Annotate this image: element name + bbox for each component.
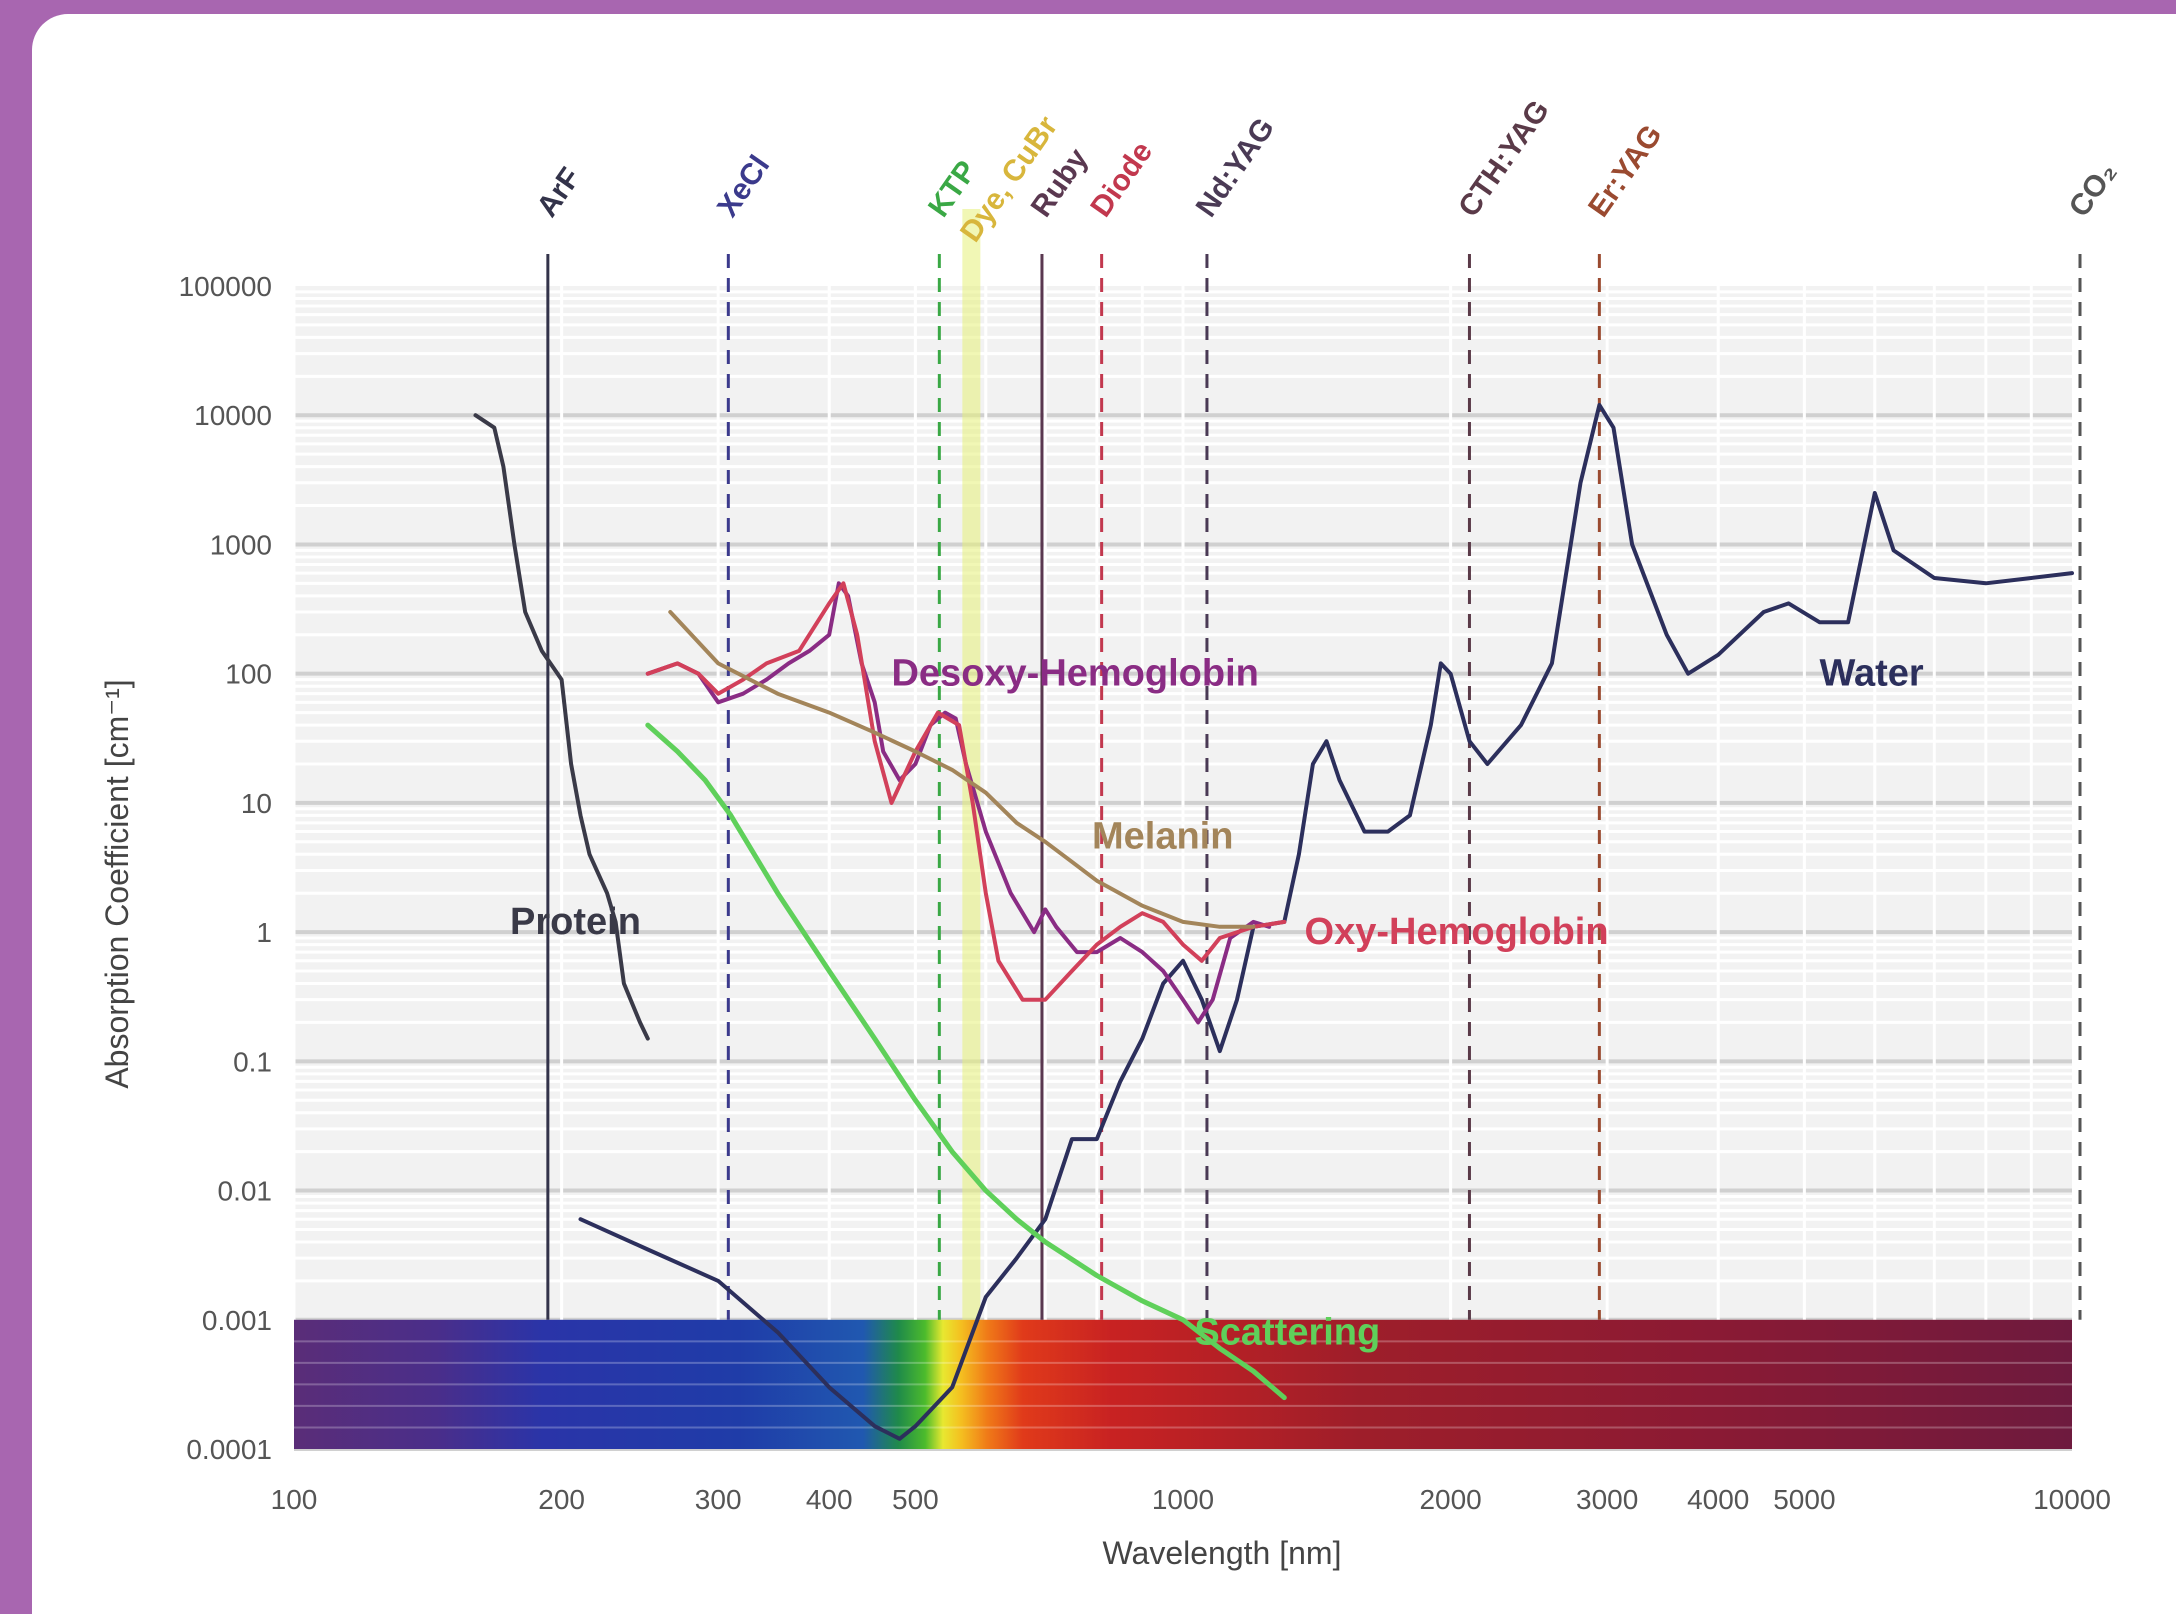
x-tick-label: 100 (271, 1484, 318, 1515)
y-tick-label: 1 (256, 917, 272, 948)
laser-label-arf: ArF (531, 162, 588, 223)
y-tick-label: 10000 (194, 400, 272, 431)
curve-protein (473, 413, 650, 1041)
curve-label-scattering: Scattering (1194, 1311, 1380, 1353)
x-tick-label: 200 (538, 1484, 585, 1515)
y-tick-label: 0.1 (233, 1046, 272, 1077)
absorption-curves (473, 403, 2074, 1441)
x-axis-title: Wavelength [nm] (1103, 1535, 1342, 1571)
laser-lines (546, 209, 2082, 1320)
laser-label-diode: Diode (1084, 136, 1159, 223)
curve-label-protein: Protein (510, 901, 641, 943)
y-axis-title: Absorption Coefficient [cm⁻¹] (99, 679, 135, 1088)
y-tick-label: 0.001 (202, 1305, 272, 1336)
curve-oxy-hemoglobin (645, 581, 1287, 1002)
laser-label-cth-yag: CTH:YAG (1452, 94, 1556, 223)
x-tick-label: 2000 (1419, 1484, 1481, 1515)
curve-label-water: Water (1820, 653, 1924, 695)
curve-label-desoxy-hemoglobin: Desoxy-Hemoglobin (891, 653, 1258, 695)
y-tick-label: 1000 (210, 529, 272, 560)
curve-label-oxy-hemoglobin: Oxy-Hemoglobin (1305, 911, 1609, 953)
x-tick-label: 400 (806, 1484, 853, 1515)
x-tick-label: 1000 (1152, 1484, 1214, 1515)
laser-label-er-yag: Er:YAG (1582, 119, 1669, 223)
y-tick-label: 100 (225, 659, 272, 690)
x-tick-label: 500 (892, 1484, 939, 1515)
absorption-chart: 100000 10000 1000 100 10 1 0.1 0.01 0.001 0.0001 1… (99, 94, 2123, 1571)
curve-scattering (645, 722, 1287, 1401)
laser-label-co: CO₂ (2063, 156, 2123, 223)
curve-melanin (668, 610, 1256, 929)
laser-label-nd-yag: Nd:YAG (1190, 112, 1281, 223)
y-tick-label: 10 (241, 788, 272, 819)
x-tick-label: 3000 (1576, 1484, 1638, 1515)
x-tick-label: 10000 (2033, 1484, 2111, 1515)
curve-water (578, 403, 2074, 1441)
laser-line-dye-cubr (962, 209, 981, 1320)
x-tick-label: 300 (695, 1484, 742, 1515)
y-tick-label: 100000 (179, 271, 272, 302)
chart-card: 100000 10000 1000 100 10 1 0.1 0.01 0.001 0.0001 1… (32, 14, 2176, 1614)
curve-label-melanin: Melanin (1092, 815, 1233, 857)
grid-lines (292, 286, 2072, 1451)
curve-desoxy-hemoglobin (645, 581, 1272, 1025)
spectrum-gradient (294, 1319, 2072, 1449)
y-tick-label: 0.01 (218, 1176, 273, 1207)
y-tick-label: 0.0001 (186, 1434, 272, 1465)
x-tick-label: 5000 (1773, 1484, 1835, 1515)
x-tick-label: 4000 (1687, 1484, 1749, 1515)
tick-labels: 100000 10000 1000 100 10 1 0.1 0.01 0.001 0.0001 1… (179, 271, 2111, 1515)
light-spectrum-band (294, 1319, 2072, 1449)
laser-label-xecl: XeCl (711, 149, 776, 223)
